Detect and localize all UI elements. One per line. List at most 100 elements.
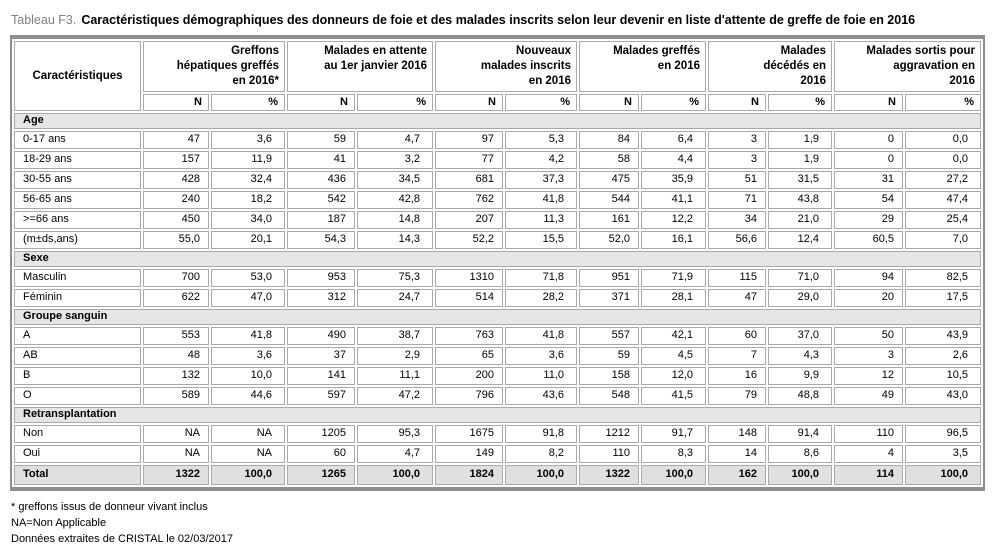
row-label: Oui — [14, 445, 141, 463]
cell-count: 1322 — [143, 465, 209, 485]
cell-count: 49 — [834, 387, 903, 405]
cell-count: 1824 — [435, 465, 503, 485]
footnotes: * greffons issus de donneur vivant inclu… — [11, 499, 989, 547]
section-label: Groupe sanguin — [14, 309, 981, 325]
cell-count: 77 — [435, 151, 503, 169]
row-label: O — [14, 387, 141, 405]
cell-percent: 10,5 — [905, 367, 981, 385]
cell-percent: NA — [211, 425, 285, 443]
cell-percent: 34,5 — [357, 171, 433, 189]
row-label: >=66 ans — [14, 211, 141, 229]
table-title: Tableau F3. Caractéristiques démographiqu… — [11, 12, 983, 28]
row-label: Masculin — [14, 269, 141, 287]
cell-count: 207 — [435, 211, 503, 229]
cell-count: 59 — [579, 347, 639, 365]
cell-percent: 34,0 — [211, 211, 285, 229]
cell-percent: 12,4 — [768, 231, 832, 249]
subheader-percent: % — [505, 94, 577, 111]
column-group-header: Greffons hépatiques greffés en 2016* — [143, 41, 285, 92]
cell-count: 763 — [435, 327, 503, 345]
cell-count: 1212 — [579, 425, 639, 443]
cell-percent: 47,2 — [357, 387, 433, 405]
cell-count: 37 — [287, 347, 355, 365]
cell-percent: 82,5 — [905, 269, 981, 287]
total-label: Total — [14, 465, 141, 485]
cell-percent: 1,9 — [768, 131, 832, 149]
row-label: 0-17 ans — [14, 131, 141, 149]
subheader-n: N — [143, 94, 209, 111]
cell-percent: 3,6 — [211, 131, 285, 149]
cell-count: 60 — [708, 327, 766, 345]
cell-percent: 4,5 — [641, 347, 706, 365]
cell-percent: 75,3 — [357, 269, 433, 287]
cell-count: 436 — [287, 171, 355, 189]
cell-count: 54 — [834, 191, 903, 209]
section-row: Sexe — [14, 251, 981, 267]
cell-percent: 3,6 — [505, 347, 577, 365]
cell-percent: 6,4 — [641, 131, 706, 149]
cell-percent: 9,9 — [768, 367, 832, 385]
column-group-header: Malades décédés en 2016 — [708, 41, 832, 92]
cell-percent: 11,9 — [211, 151, 285, 169]
cell-count: 141 — [287, 367, 355, 385]
cell-percent: 27,2 — [905, 171, 981, 189]
cell-count: 79 — [708, 387, 766, 405]
row-label: (m±ds,ans) — [14, 231, 141, 249]
subheader-percent: % — [905, 94, 981, 111]
cell-count: 0 — [834, 131, 903, 149]
cell-percent: 100,0 — [905, 465, 981, 485]
cell-percent: 100,0 — [768, 465, 832, 485]
cell-count: 94 — [834, 269, 903, 287]
cell-percent: 91,7 — [641, 425, 706, 443]
cell-count: 60,5 — [834, 231, 903, 249]
cell-count: 1205 — [287, 425, 355, 443]
column-group-header: Malades sortis pour aggravation en 2016 — [834, 41, 981, 92]
cell-count: 110 — [834, 425, 903, 443]
cell-count: 71 — [708, 191, 766, 209]
cell-count: 47 — [708, 289, 766, 307]
cell-count: 132 — [143, 367, 209, 385]
row-label: Non — [14, 425, 141, 443]
table-row: O 589 44,6 597 47,2 796 43,6 548 41,5 79 48,8 49 43,… — [14, 387, 981, 405]
subheader-n: N — [435, 94, 503, 111]
cell-percent: 100,0 — [357, 465, 433, 485]
table-row: 30-55 ans 428 32,4 436 34,5 681 37,3 475 35,9 51 3… — [14, 171, 981, 189]
cell-percent: 3,5 — [905, 445, 981, 463]
cell-percent: 3,2 — [357, 151, 433, 169]
cell-percent: 100,0 — [641, 465, 706, 485]
row-label: 56-65 ans — [14, 191, 141, 209]
cell-count: 158 — [579, 367, 639, 385]
section-row: Retransplantation — [14, 407, 981, 423]
cell-count: 1310 — [435, 269, 503, 287]
cell-count: 951 — [579, 269, 639, 287]
cell-percent: 11,0 — [505, 367, 577, 385]
cell-percent: 28,2 — [505, 289, 577, 307]
cell-percent: 4,3 — [768, 347, 832, 365]
cell-percent: 42,1 — [641, 327, 706, 345]
cell-percent: 41,8 — [505, 327, 577, 345]
cell-percent: 42,8 — [357, 191, 433, 209]
subheader-percent: % — [211, 94, 285, 111]
cell-count: 58 — [579, 151, 639, 169]
cell-count: 14 — [708, 445, 766, 463]
cell-count: 55,0 — [143, 231, 209, 249]
cell-percent: 14,8 — [357, 211, 433, 229]
cell-percent: 25,4 — [905, 211, 981, 229]
row-label: A — [14, 327, 141, 345]
cell-count: 953 — [287, 269, 355, 287]
cell-count: 622 — [143, 289, 209, 307]
row-label: 30-55 ans — [14, 171, 141, 189]
cell-percent: 43,9 — [905, 327, 981, 345]
cell-count: 65 — [435, 347, 503, 365]
subheader-n: N — [579, 94, 639, 111]
cell-count: 148 — [708, 425, 766, 443]
cell-count: 312 — [287, 289, 355, 307]
cell-count: 514 — [435, 289, 503, 307]
cell-count: 544 — [579, 191, 639, 209]
table-row: AB 48 3,6 37 2,9 65 3,6 59 4,5 7 4,3 3 2,6 — [14, 347, 981, 365]
cell-count: 60 — [287, 445, 355, 463]
cell-count: 796 — [435, 387, 503, 405]
cell-percent: 2,6 — [905, 347, 981, 365]
cell-count: 589 — [143, 387, 209, 405]
cell-percent: 8,6 — [768, 445, 832, 463]
